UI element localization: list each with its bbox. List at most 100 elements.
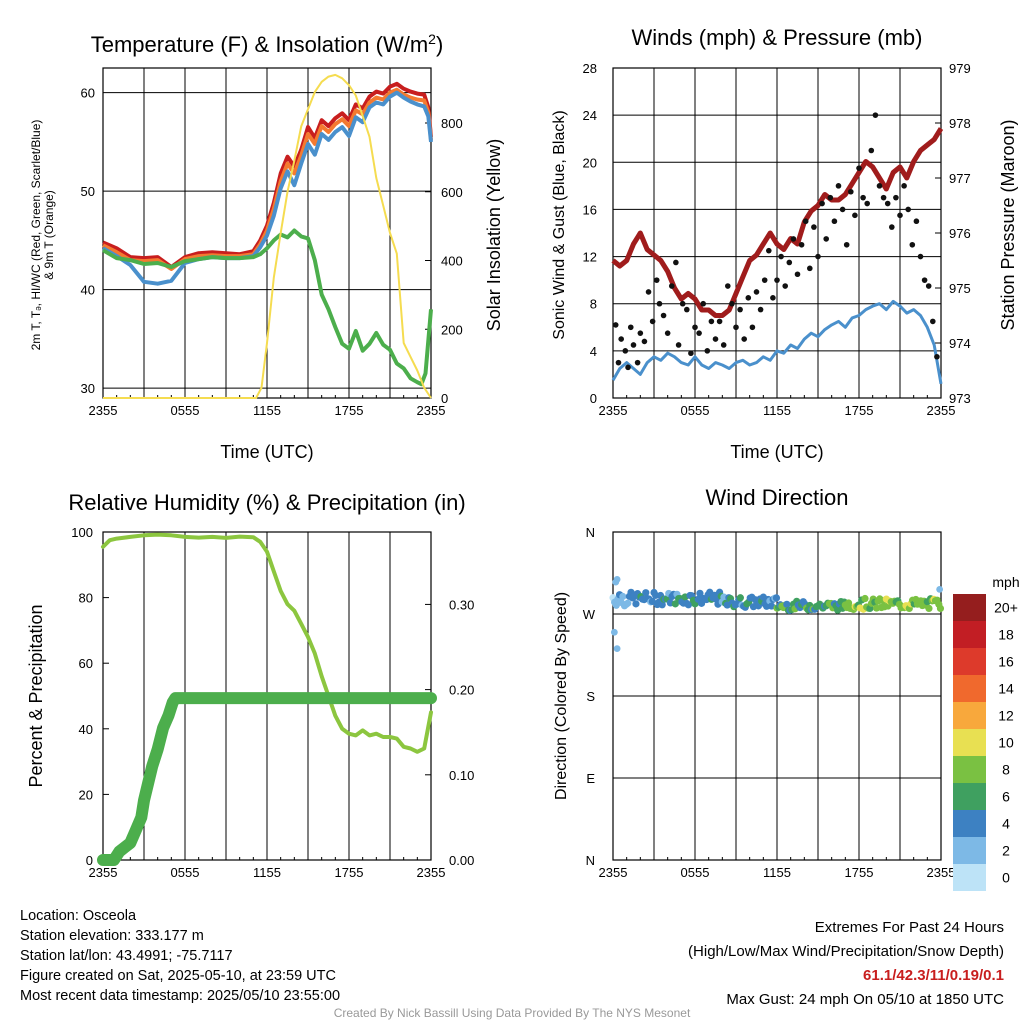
extremes-title: Extremes For Past 24 Hours — [814, 919, 1004, 936]
x-tick-label: 2355 — [417, 865, 446, 880]
colorbar-swatch — [953, 675, 986, 702]
gust-point — [630, 342, 637, 348]
direction-point — [684, 601, 693, 609]
gust-point — [790, 236, 797, 242]
gust-point — [831, 218, 838, 225]
y-tick-label: 60 — [79, 656, 93, 671]
series-line-4 — [103, 73, 432, 399]
gust-point — [930, 318, 936, 325]
chart-title: Relative Humidity (%) & Precipitation (i… — [68, 490, 465, 515]
x-tick-label: 0555 — [171, 865, 200, 880]
direction-point-outlier — [610, 628, 618, 636]
y2-tick-label: 200 — [441, 322, 463, 337]
gust-point — [679, 300, 686, 307]
gust-point — [649, 318, 656, 325]
colorbar-swatch — [953, 648, 986, 675]
y-tick-label: 16 — [583, 202, 597, 217]
series-line-0 — [611, 127, 944, 318]
gust-point — [921, 277, 928, 283]
gust-point — [634, 359, 641, 366]
gust-point — [807, 265, 813, 272]
gust-point — [708, 318, 715, 325]
x-tick-label: 2355 — [599, 403, 628, 418]
gust-point — [815, 253, 821, 260]
gust-point — [934, 353, 940, 360]
gust-point — [753, 289, 760, 295]
gust-point — [782, 283, 788, 289]
gust-point — [673, 259, 679, 266]
x-tick-label: 1155 — [253, 865, 281, 880]
series-line-0 — [101, 532, 433, 754]
colorbar-swatch — [953, 810, 986, 837]
colorbar-swatch — [953, 864, 986, 891]
gust-point — [733, 324, 739, 331]
y-axis-title: 2m T, Tₔ, HI/WC (Red, Green, Scarlet/Blu… — [29, 120, 43, 351]
gust-point — [909, 241, 916, 248]
series-line-1 — [102, 87, 433, 271]
gust-point — [860, 194, 866, 201]
y2-tick-label: 800 — [441, 116, 463, 131]
colorbar-swatch — [953, 756, 986, 783]
gust-point — [884, 200, 891, 207]
y2-tick-label: 0.30 — [449, 597, 474, 612]
y2-tick-label: 974 — [949, 336, 971, 351]
y-tick-label: 50 — [81, 184, 95, 199]
y-tick-label: 100 — [71, 525, 93, 540]
x-tick-label: 2355 — [927, 865, 956, 880]
gust-point — [868, 147, 875, 154]
y-tick-label: 20 — [79, 787, 93, 802]
direction-point — [783, 600, 791, 608]
series-line-1 — [97, 692, 437, 866]
gust-point — [757, 306, 764, 313]
y-tick-label: E — [586, 771, 595, 786]
info-recent: Most recent data timestamp: 2025/05/10 2… — [20, 988, 341, 1004]
gust-point — [786, 259, 793, 266]
y-tick-label: 24 — [583, 108, 597, 123]
y-axis-title: Percent & Precipitation — [26, 604, 46, 787]
direction-point — [736, 594, 744, 602]
extremes-panel: Extremes For Past 24 Hours (High/Low/Max… — [688, 916, 1004, 1012]
y-tick-label: 28 — [583, 61, 597, 76]
gust-point — [893, 194, 899, 201]
y-tick-label: 12 — [583, 250, 597, 265]
extremes-values: 61.1/42.3/11/0.19/0.1 — [863, 967, 1004, 984]
colorbar-swatch — [953, 594, 986, 621]
gust-point — [819, 200, 825, 207]
gust-point — [745, 295, 752, 301]
x-tick-label: 1755 — [845, 403, 874, 418]
y2-tick-label: 0 — [441, 391, 448, 406]
direction-point — [624, 599, 632, 607]
y2-tick-label: 0.00 — [449, 853, 474, 868]
colorbar-label: 12 — [998, 708, 1014, 724]
x-tick-label: 2355 — [89, 865, 118, 880]
y-tick-label: S — [586, 689, 595, 704]
y2-axis-title: Station Pressure (Maroon) — [998, 119, 1018, 330]
direction-point — [772, 594, 781, 602]
x-tick-label: 1755 — [335, 403, 364, 418]
gust-point — [625, 364, 631, 371]
gust-point — [766, 247, 772, 254]
extremes-subtitle: (High/Low/Max Wind/Precipitation/Snow De… — [688, 943, 1004, 960]
direction-point — [861, 594, 869, 603]
gust-point — [622, 348, 629, 354]
direction-point — [845, 599, 853, 607]
y2-tick-label: 973 — [949, 391, 971, 406]
gust-point — [872, 112, 879, 118]
gust-point — [688, 350, 694, 357]
y-tick-label: 8 — [590, 297, 597, 312]
chart-title: Winds (mph) & Pressure (mb) — [632, 25, 923, 50]
x-tick-label: 0555 — [171, 403, 200, 418]
gust-point — [889, 224, 895, 230]
colorbar-swatch — [953, 783, 986, 810]
gust-point — [905, 206, 911, 213]
colorbar-label: 14 — [998, 681, 1014, 697]
x-tick-label: 1155 — [763, 403, 791, 418]
x-tick-label: 1155 — [763, 865, 791, 880]
y-tick-label: 30 — [81, 381, 95, 396]
x-tick-label: 0555 — [681, 403, 710, 418]
gust-point — [712, 336, 719, 342]
extremes-gust: Max Gust: 24 mph On 05/10 at 1850 UTC — [726, 991, 1004, 1008]
colorbar-swatch — [953, 837, 986, 864]
colorbar-label: 10 — [998, 735, 1014, 751]
